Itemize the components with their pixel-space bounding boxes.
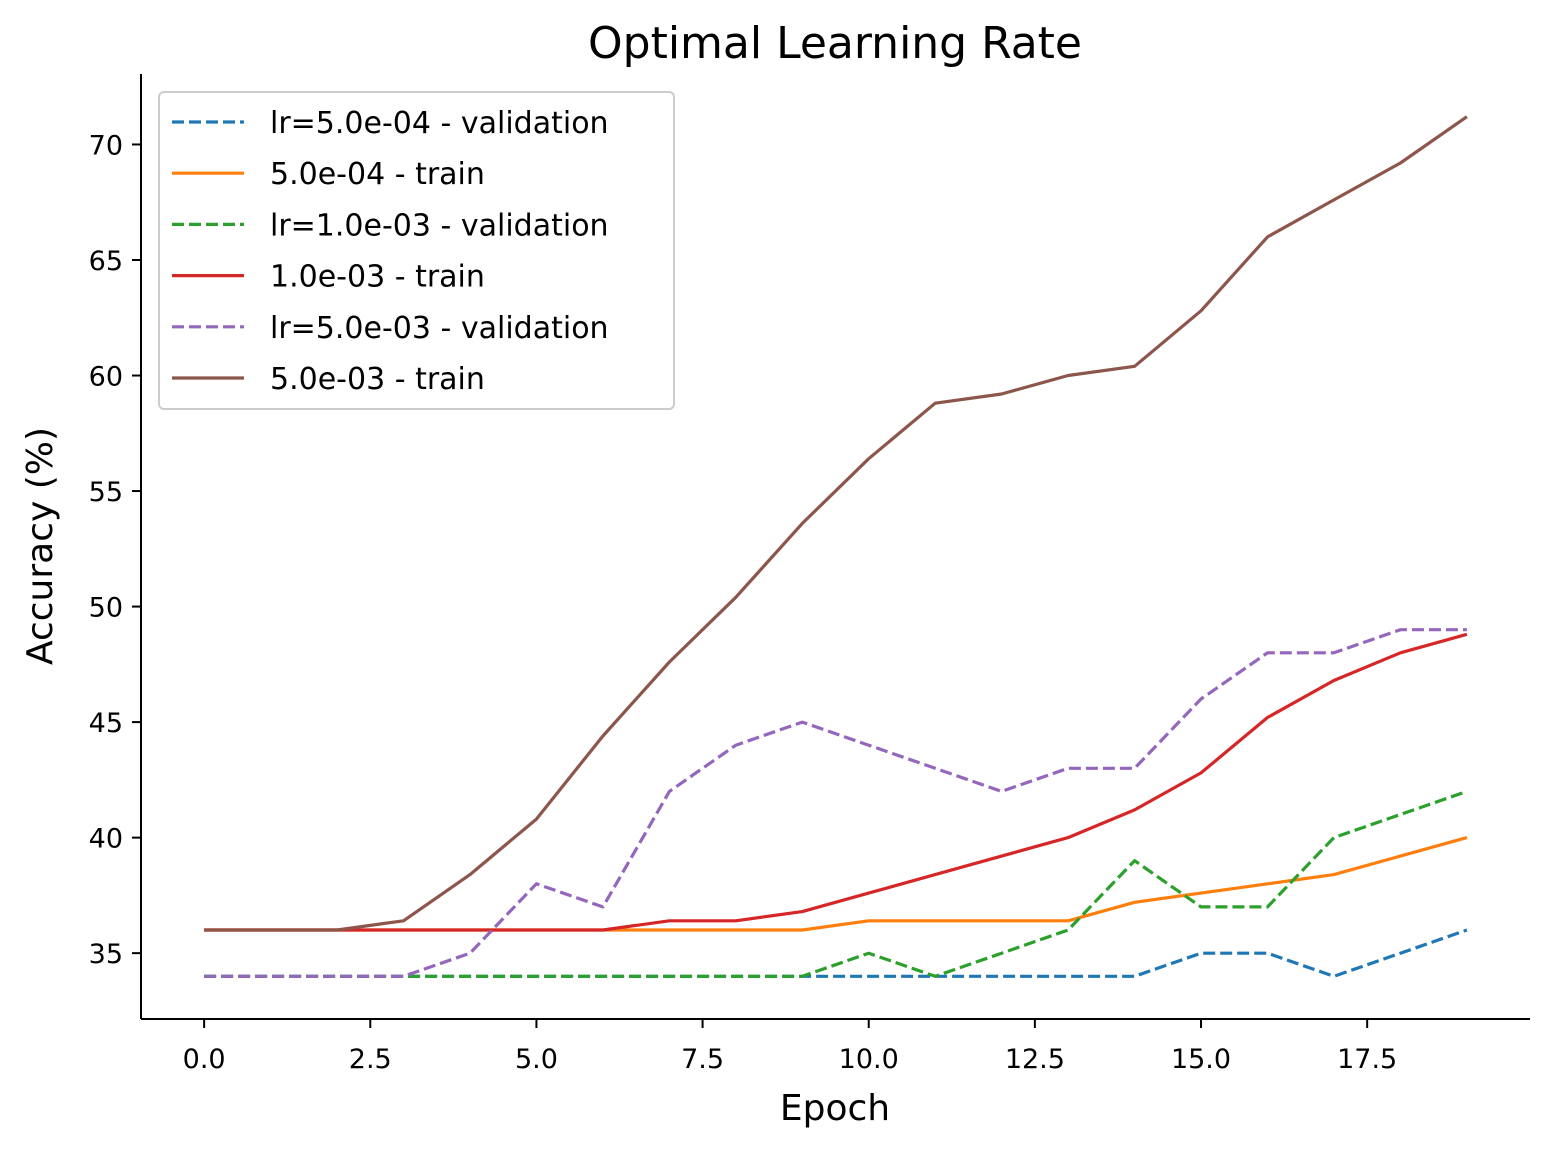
y-tick-label: 55: [89, 477, 123, 508]
legend-label-4: 1.0e-03 - train: [270, 260, 485, 295]
x-tick-label: 7.5: [681, 1044, 724, 1075]
x-tick-label: 5.0: [515, 1044, 558, 1075]
legend-label-2: 5.0e-04 - train: [270, 157, 485, 192]
y-tick-label: 35: [89, 939, 123, 970]
y-tick-label: 40: [89, 824, 123, 855]
legend: lr=5.0e-04 - validation 5.0e-04 - train lr…: [158, 91, 675, 410]
x-tick-label: 12.5: [1005, 1044, 1065, 1075]
y-tick-label: 50: [89, 593, 123, 624]
y-tick-label: 65: [89, 246, 123, 277]
y-tick-label: 70: [89, 130, 123, 161]
series-line-2: [204, 836, 1468, 932]
legend-label-1: lr=5.0e-04 - validation: [270, 106, 609, 141]
chart-title: Optimal Learning Rate: [588, 18, 1082, 69]
x-ticks: 0.0 2.5 5.0 7.5 10.0 12.5 15.0 17.5: [183, 1019, 1397, 1075]
series-line-4: [204, 632, 1468, 932]
series-line-6: [204, 115, 1468, 932]
x-tick-label: 15.0: [1171, 1044, 1231, 1075]
x-axis-label: Epoch: [780, 1088, 890, 1129]
axes: [140, 74, 1530, 1020]
legend-label-6: 5.0e-03 - train: [270, 362, 485, 397]
series-line-3: [204, 789, 1468, 978]
series-line-5: [204, 628, 1467, 978]
y-tick-label: 45: [89, 708, 123, 739]
plot-lines: [204, 115, 1468, 978]
x-tick-label: 10.0: [839, 1044, 899, 1075]
x-tick-label: 2.5: [349, 1044, 392, 1075]
y-axis-label: Accuracy (%): [20, 427, 61, 665]
y-ticks: 35 40 45 50 55 60 65 70: [89, 130, 141, 970]
y-tick-label: 60: [89, 362, 123, 393]
x-tick-label: 0.0: [183, 1044, 226, 1075]
legend-label-3: lr=1.0e-03 - validation: [270, 208, 609, 243]
legend-box: [158, 91, 675, 410]
x-tick-label: 17.5: [1337, 1044, 1397, 1075]
legend-label-5: lr=5.0e-03 - validation: [270, 311, 609, 346]
series-line-1: [204, 928, 1468, 978]
